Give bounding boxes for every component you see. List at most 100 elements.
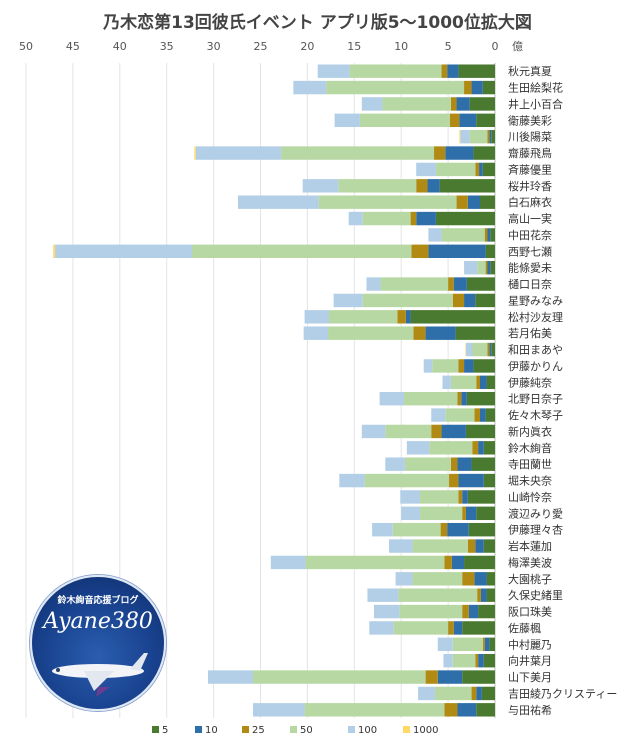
bar-segment (457, 391, 462, 406)
bar-segment (462, 506, 466, 521)
bar-segment (486, 572, 495, 586)
bar-segment (379, 391, 405, 406)
bar-segment (348, 211, 363, 226)
bar-segment (465, 424, 495, 439)
bar-segment (194, 146, 196, 160)
bar-segment (195, 146, 282, 160)
bar-segment (445, 408, 475, 422)
bar-segment (450, 375, 477, 390)
x-tick-label: 15 (347, 40, 361, 53)
bar-segment (318, 195, 457, 209)
y-category-label: 北野日奈子 (508, 392, 563, 406)
bar-segment (464, 80, 472, 95)
bar-segment (385, 457, 405, 471)
bar-segment (451, 555, 465, 570)
bar-segment (484, 637, 490, 652)
bar-segment (478, 653, 484, 668)
bar-segment (437, 637, 453, 652)
bar-segment (302, 179, 339, 193)
bar-segment (483, 441, 495, 455)
legend-label: 1000 (413, 725, 438, 736)
bar-segment (359, 113, 450, 128)
bar-segment (490, 228, 495, 242)
bar-segment (303, 326, 329, 340)
bar-segment (476, 506, 495, 521)
bar-segment (400, 490, 420, 504)
bar-segment (425, 670, 438, 684)
bar-segment (416, 211, 436, 226)
bar-segment (467, 195, 480, 209)
bar-segment (405, 310, 411, 324)
bar-segment (317, 64, 350, 78)
bar-segment (431, 424, 442, 439)
bar-segment (237, 195, 319, 209)
chart-title: 乃木恋第13回彼氏イベント アプリ版5～1000位拡大図 (103, 13, 532, 33)
bar-segment (489, 129, 492, 144)
legend-swatch (242, 726, 249, 733)
x-tick-label: 40 (113, 40, 127, 53)
bar-segment (367, 588, 399, 602)
bar-segment (459, 113, 477, 128)
bar-segment (385, 424, 432, 439)
badge-top-text: 鈴木絢音応援ブログ (57, 596, 139, 606)
bar-segment (485, 408, 495, 422)
bar-segment (473, 359, 495, 373)
y-category-label: 能條愛未 (508, 261, 552, 275)
bar-segment (304, 310, 329, 324)
bar-segment (476, 686, 482, 701)
bar-segment (434, 146, 446, 160)
bar-segment (447, 522, 469, 537)
bar-segment (326, 80, 465, 95)
bar-segment (434, 686, 472, 701)
bar-segment (447, 64, 459, 78)
bar-segment (416, 179, 428, 193)
bar-segment (444, 555, 452, 570)
bar-segment (393, 621, 449, 635)
bar-segment (398, 588, 478, 602)
bar-segment (458, 473, 484, 488)
bar-segment (487, 260, 491, 275)
bar-segment (475, 162, 480, 177)
y-category-label: 佐藤楓 (508, 621, 541, 635)
y-category-label: 衛藤美彩 (508, 114, 552, 127)
bar-segment (465, 342, 473, 357)
bar-segment (464, 293, 476, 308)
bar-segment (441, 424, 466, 439)
bar-segment (389, 539, 413, 553)
bar-segment (439, 179, 495, 193)
y-category-label: 星野みなみ (508, 294, 563, 307)
bar-segment (412, 539, 468, 553)
y-category-labels: 秋元真夏生田絵梨花井上小百合衛藤美彩川後陽菜齋藤飛鳥斉藤優里桜井玲香白石麻衣高山… (508, 64, 617, 717)
bar-segment (423, 359, 433, 373)
x-tick-label: 0 (492, 40, 499, 53)
bar-segment (475, 653, 479, 668)
bar-segment (482, 637, 485, 652)
bar-segment (406, 441, 430, 455)
bar-segment (475, 293, 495, 308)
bar-segment (486, 588, 495, 602)
bar-segment (489, 637, 495, 652)
bar-segment (479, 162, 483, 177)
bar-segment (305, 555, 445, 570)
x-tick-label: 5 (445, 40, 452, 53)
legend-swatch (348, 726, 355, 733)
bar-segment (362, 293, 453, 308)
y-category-label: 佐々木琴子 (508, 408, 563, 422)
bar-segment (456, 195, 468, 209)
bar-segment (410, 211, 417, 226)
y-category-label: 樋口日奈 (508, 277, 552, 291)
bar-segment (395, 572, 413, 586)
bar-segment (471, 686, 477, 701)
bar-segment (419, 490, 459, 504)
bar-segment (404, 391, 458, 406)
bar-segment (482, 162, 495, 177)
bar-segment (476, 375, 480, 390)
y-category-label: 山崎怜奈 (508, 490, 552, 504)
y-category-label: 白石麻衣 (508, 195, 552, 209)
bar-segment (461, 391, 467, 406)
bar-segment (419, 506, 463, 521)
bar-segment (484, 228, 488, 242)
bar-segment (477, 260, 486, 275)
bar-segment (369, 621, 394, 635)
bar-segment (485, 244, 495, 259)
